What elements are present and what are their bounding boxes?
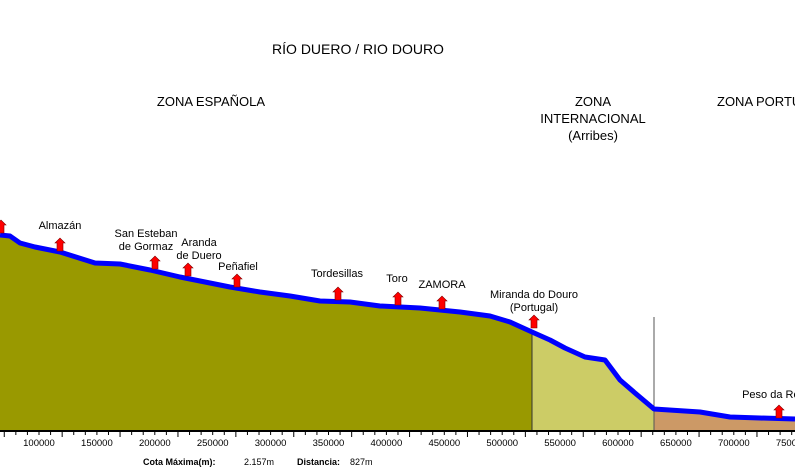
arrow-up-icon [149,255,161,270]
zone-spanish-label: ZONA ESPAÑOLA [157,94,265,109]
arrow-up-icon [773,404,785,419]
place-label: Peso da Regua [742,389,795,401]
axis-tick-label: 100000 [23,438,55,449]
place-marker: Tordesillas [311,268,363,301]
place-marker: Toro [386,273,408,306]
distance-label: Distancia: [297,457,340,467]
zone-international-label-2: INTERNACIONAL [540,111,645,126]
place-label: Tordesillas [311,268,363,280]
place-label: San Esteban [115,228,178,240]
place-label: Miranda do Douro [490,289,578,301]
arrow-up-icon [0,219,7,234]
max-elevation-label: Cota Máxima(m): [143,457,216,467]
arrow-up-icon [54,237,66,252]
arrow-up-icon [392,291,404,306]
max-elevation-value: 2.157m [244,457,274,467]
place-marker: Peñafiel [218,261,258,288]
axis-tick-label: 250000 [197,438,229,449]
terrain-portuguese [654,409,795,430]
place-label: ZAMORA [418,279,466,291]
axis-tick-label: 750000 [776,438,795,449]
axis-tick-label: 300000 [255,438,287,449]
arrow-up-icon [332,286,344,301]
river-line [0,232,795,422]
diagram-title: RÍO DUERO / RIO DOURO [272,41,444,57]
axis-tick-label: 450000 [428,438,460,449]
terrain-spanish [0,235,532,430]
axis-tick-label: 700000 [718,438,750,449]
place-marker: Miranda do Douro(Portugal) [490,289,578,329]
axis-tick-label: 150000 [81,438,113,449]
place-marker: SORIA [0,219,7,234]
place-marker: ZAMORA [418,279,466,310]
axis-tick-label: 600000 [602,438,634,449]
arrow-up-icon [231,273,243,288]
arrow-up-icon [528,314,540,329]
arrow-up-icon [436,295,448,310]
place-marker: Peso da Regua [742,389,795,419]
place-label: Toro [386,273,407,285]
zone-portuguese-label: ZONA PORTUGUESA [717,94,795,109]
axis-tick-label: 200000 [139,438,171,449]
terrain-international [532,332,654,430]
arrow-up-icon [182,262,194,277]
axis-tick-label: 650000 [660,438,692,449]
place-label: Almazán [39,220,82,232]
axis-tick-label: 400000 [371,438,403,449]
distance-value: 827m [350,457,373,467]
axis-tick-label: 550000 [544,438,576,449]
axis-tick-label: 500000 [486,438,518,449]
zone-international-label-1: ZONA [575,94,611,109]
place-label: Peñafiel [218,261,258,273]
zone-international-label-3: (Arribes) [568,128,618,143]
place-label-line2: (Portugal) [510,302,558,314]
place-marker: Almazán [39,220,82,252]
place-label-line2: de Duero [176,250,221,262]
place-label: Aranda [181,237,217,249]
place-label-line2: de Gormaz [119,241,173,253]
axis-tick-label: 350000 [313,438,345,449]
